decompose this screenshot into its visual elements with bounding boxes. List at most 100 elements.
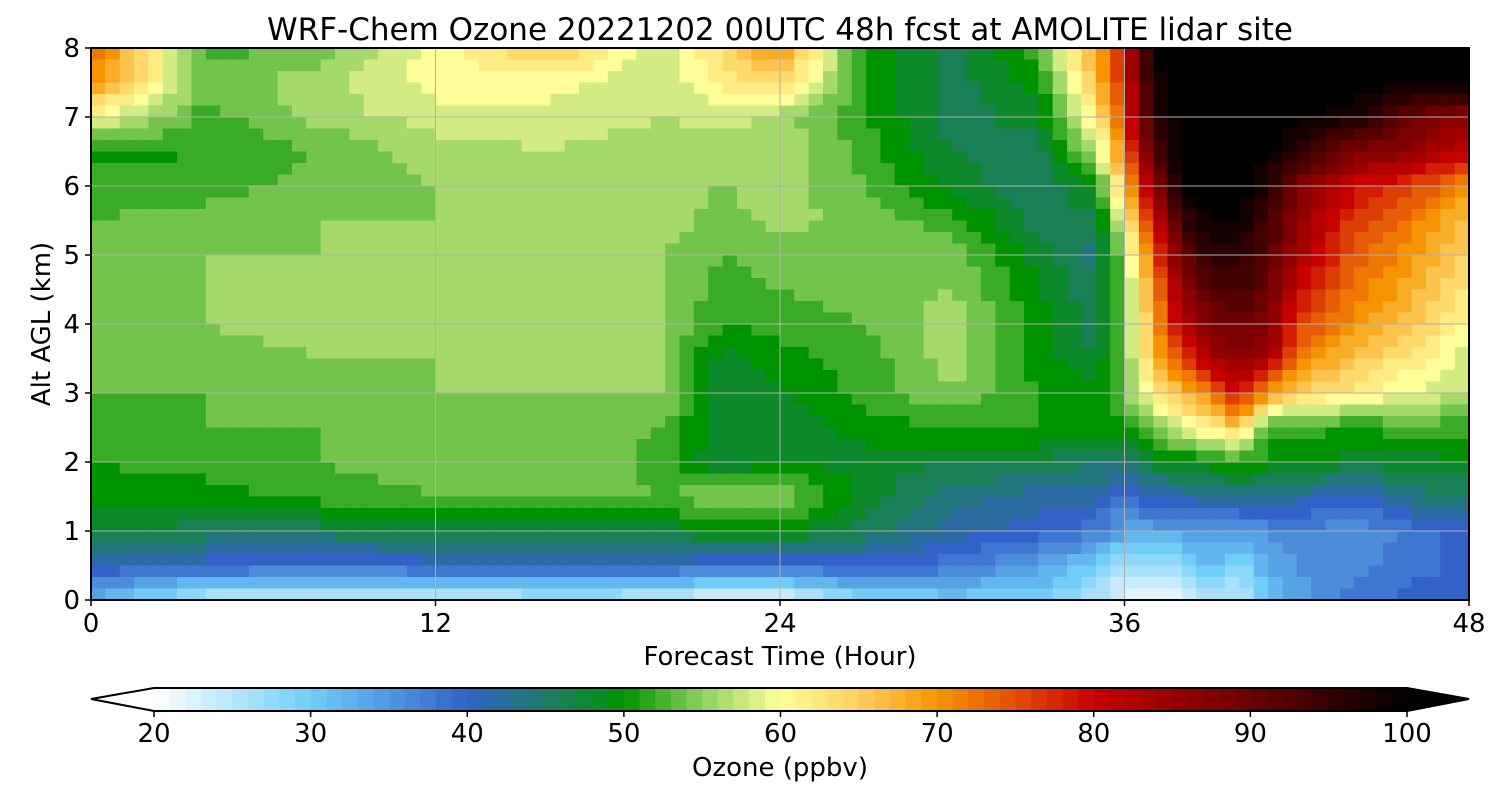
heatmap-cell xyxy=(579,485,594,498)
heatmap-cell xyxy=(177,117,193,130)
heatmap-cell xyxy=(234,439,250,452)
heatmap-cell xyxy=(478,232,494,245)
heatmap-cell xyxy=(550,59,566,72)
heatmap-cell xyxy=(162,163,178,176)
heatmap-cell xyxy=(1311,220,1327,233)
heatmap-cell xyxy=(234,312,250,325)
heatmap-cell xyxy=(349,59,365,72)
heatmap-cell xyxy=(751,531,767,544)
heatmap-cell xyxy=(1354,577,1370,590)
plot-area xyxy=(90,47,1470,601)
heatmap-cell xyxy=(794,266,810,279)
heatmap-cell xyxy=(191,554,207,567)
heatmap-cell xyxy=(306,255,322,268)
heatmap-cell xyxy=(995,358,1011,371)
heatmap-cell xyxy=(564,370,580,383)
heatmap-cell xyxy=(952,404,968,417)
heatmap-cell xyxy=(1354,186,1370,199)
heatmap-cell xyxy=(722,128,738,141)
heatmap-cell xyxy=(794,519,810,532)
heatmap-cell xyxy=(205,416,221,429)
heatmap-cell xyxy=(421,117,437,130)
heatmap-cell xyxy=(1052,439,1068,452)
heatmap-cell xyxy=(191,140,207,153)
heatmap-cell xyxy=(808,209,824,222)
heatmap-cell xyxy=(765,174,781,187)
heatmap-cell xyxy=(966,335,982,348)
heatmap-cell xyxy=(909,128,925,141)
heatmap-cell xyxy=(1052,278,1068,291)
heatmap-cell xyxy=(909,186,925,199)
heatmap-cell xyxy=(91,554,106,567)
heatmap-cell xyxy=(1397,370,1413,383)
heatmap-cell xyxy=(650,255,666,268)
heatmap-cell xyxy=(952,508,968,521)
heatmap-cell xyxy=(909,508,925,521)
heatmap-cell xyxy=(449,140,465,153)
heatmap-cell xyxy=(1196,163,1212,176)
heatmap-cell xyxy=(363,577,379,590)
heatmap-cell xyxy=(478,404,494,417)
heatmap-cell xyxy=(593,243,609,256)
heatmap-cell xyxy=(1038,266,1054,279)
heatmap-cell xyxy=(363,496,379,509)
heatmap-cell xyxy=(1253,312,1269,325)
heatmap-cell xyxy=(378,565,394,578)
heatmap-cell xyxy=(1210,71,1226,84)
heatmap-cell xyxy=(593,381,609,394)
heatmap-cell xyxy=(593,140,609,153)
heatmap-cell xyxy=(851,577,867,590)
heatmap-cell xyxy=(363,163,379,176)
heatmap-cell xyxy=(248,128,264,141)
heatmap-cell xyxy=(1138,163,1154,176)
heatmap-cell xyxy=(894,485,910,498)
heatmap-cell xyxy=(449,266,465,279)
heatmap-cell xyxy=(708,278,724,291)
colorbar-swatch xyxy=(1109,688,1126,711)
heatmap-cell xyxy=(134,197,150,210)
heatmap-cell xyxy=(966,381,982,394)
heatmap-cell xyxy=(1124,404,1140,417)
heatmap-cell xyxy=(435,531,451,544)
heatmap-cell xyxy=(980,370,996,383)
heatmap-cell xyxy=(751,197,767,210)
heatmap-cell xyxy=(808,404,824,417)
heatmap-cell xyxy=(751,117,767,130)
heatmap-cell xyxy=(880,197,896,210)
heatmap-cell xyxy=(1239,278,1255,291)
chart-title: WRF-Chem Ozone 20221202 00UTC 48h fcst a… xyxy=(267,12,1293,48)
heatmap-cell xyxy=(1397,151,1413,164)
heatmap-cell xyxy=(665,450,681,463)
heatmap-cell xyxy=(593,220,609,233)
heatmap-cell xyxy=(1454,209,1470,222)
heatmap-cell xyxy=(291,324,307,337)
heatmap-cell xyxy=(550,232,566,245)
heatmap-cell xyxy=(1354,94,1370,107)
heatmap-cell xyxy=(794,312,810,325)
heatmap-cell xyxy=(880,243,896,256)
heatmap-cell xyxy=(162,439,178,452)
heatmap-cell xyxy=(363,289,379,302)
heatmap-cell xyxy=(234,163,250,176)
heatmap-cell xyxy=(966,48,982,61)
heatmap-cell xyxy=(1081,404,1097,417)
heatmap-cell xyxy=(464,71,480,84)
heatmap-cell xyxy=(579,209,594,222)
heatmap-cell xyxy=(148,312,164,325)
heatmap-cell xyxy=(708,588,724,601)
heatmap-cell xyxy=(478,117,494,130)
heatmap-cell xyxy=(1138,94,1154,107)
heatmap-cell xyxy=(435,462,451,475)
heatmap-cell xyxy=(335,554,350,567)
heatmap-cell xyxy=(1153,358,1169,371)
heatmap-cell xyxy=(607,496,623,509)
heatmap-cell xyxy=(550,255,566,268)
heatmap-cell xyxy=(1081,370,1097,383)
heatmap-cell xyxy=(636,416,652,429)
heatmap-cell xyxy=(794,82,810,95)
heatmap-cell xyxy=(995,174,1011,187)
heatmap-cell xyxy=(1196,347,1212,360)
heatmap-cell xyxy=(679,94,695,107)
heatmap-cell xyxy=(780,508,795,521)
heatmap-cell xyxy=(1224,588,1240,601)
